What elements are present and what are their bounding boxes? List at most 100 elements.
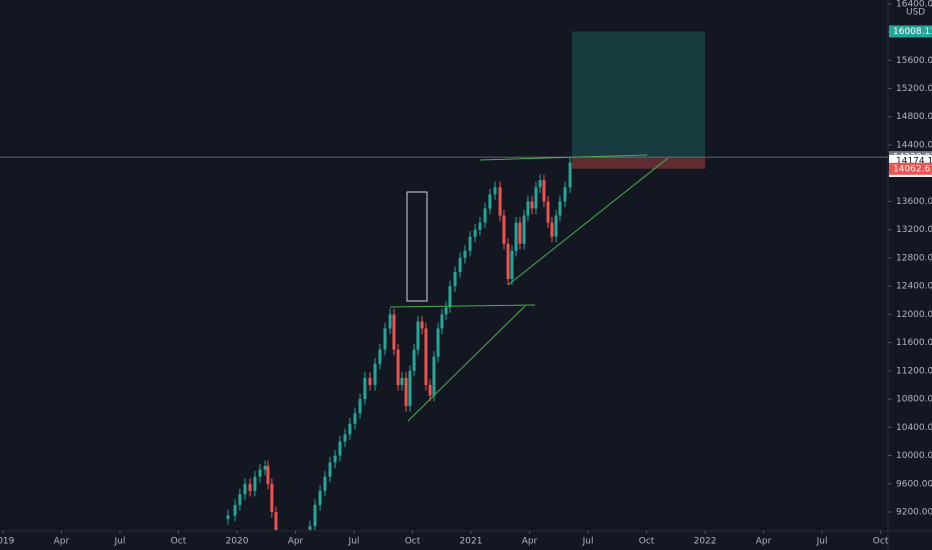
- candle-body: [323, 476, 327, 491]
- candle-body: [353, 413, 357, 424]
- candle-body: [412, 349, 416, 371]
- trend-line: [507, 157, 669, 286]
- candle-body: [563, 187, 567, 202]
- currency-label: USD: [906, 8, 925, 18]
- y-tick-label: 13200.00: [896, 225, 932, 235]
- candle-body: [420, 321, 424, 329]
- candle-body: [514, 222, 518, 251]
- candle-body: [534, 187, 538, 209]
- x-tick-label: 2020: [226, 537, 249, 547]
- drawings: [389, 154, 669, 422]
- candle-body: [270, 483, 274, 513]
- x-tick-label: Jul: [582, 537, 594, 547]
- candle-body: [243, 483, 247, 495]
- candle-body: [363, 377, 367, 400]
- candle-body: [432, 356, 436, 396]
- candle-body: [416, 321, 420, 350]
- candle-body: [368, 377, 372, 385]
- position-tool: [0, 31, 888, 169]
- candle-body: [373, 363, 377, 385]
- candle-body: [478, 222, 482, 230]
- candle-body: [396, 349, 400, 385]
- y-tick-label: 10800.00: [896, 395, 932, 405]
- candle-body: [328, 462, 332, 477]
- candle-body: [546, 201, 550, 223]
- y-tick-label: 9600.00: [896, 479, 932, 489]
- stop-label: 14062.67: [893, 164, 932, 174]
- x-tick-label: 2019: [0, 537, 15, 547]
- candle-body: [458, 257, 462, 273]
- candle-body: [518, 222, 522, 244]
- x-tick-label: Jul: [348, 537, 360, 547]
- candle-body: [348, 423, 352, 435]
- y-tick-label: 13600.00: [896, 197, 932, 207]
- x-tick-label: Oct: [171, 537, 187, 547]
- candle-body: [550, 222, 554, 237]
- candle-body: [488, 194, 492, 209]
- x-tick-label: Jul: [114, 537, 126, 547]
- y-tick-label: 12000.00: [896, 310, 932, 320]
- candle-body: [226, 515, 230, 520]
- stop-label-bg: [889, 162, 932, 175]
- candle-body: [483, 208, 487, 223]
- trend-line: [407, 305, 526, 422]
- candle-body: [506, 243, 510, 280]
- y-tick-label: 12400.00: [896, 282, 932, 292]
- candle-body: [378, 349, 382, 364]
- candle-body: [266, 466, 270, 484]
- candle-body: [468, 236, 472, 251]
- candle-body: [502, 215, 506, 244]
- candle-body: [253, 476, 257, 491]
- candle-body: [510, 250, 514, 280]
- candle-body: [358, 399, 362, 414]
- x-tick-label: Oct: [405, 537, 421, 547]
- candle-body: [392, 314, 396, 350]
- y-tick-label: 10000.00: [896, 451, 932, 461]
- candle-body: [530, 201, 534, 209]
- candle-body: [343, 434, 347, 442]
- candle-body: [333, 455, 337, 463]
- candle-body: [248, 483, 252, 491]
- y-tick-label: 12800.00: [896, 253, 932, 263]
- candle-body: [408, 370, 412, 407]
- candle-body: [388, 314, 392, 329]
- candle-body: [238, 494, 242, 505]
- candle-body: [436, 328, 440, 357]
- loss-zone: [572, 157, 705, 169]
- candle-body: [263, 466, 267, 470]
- candle-body: [498, 187, 502, 216]
- candle-body: [473, 229, 477, 237]
- x-tick-label: Apr: [288, 537, 304, 547]
- target-label: 16008.11: [893, 27, 932, 37]
- x-tick-label: Jul: [816, 537, 828, 547]
- candles: [226, 156, 572, 530]
- x-tick-label: Apr: [522, 537, 538, 547]
- candle-body: [526, 201, 530, 216]
- x-tick-label: Apr: [54, 537, 70, 547]
- candle-body: [542, 180, 546, 202]
- x-tick-label: Oct: [639, 537, 655, 547]
- candle-body: [274, 512, 278, 530]
- candle-body: [428, 384, 432, 396]
- candle-body: [424, 328, 428, 385]
- candle-body: [313, 504, 317, 527]
- candle-body: [440, 314, 444, 329]
- candle-body: [568, 162, 572, 188]
- y-tick-label: 14800.00: [896, 112, 932, 122]
- y-tick-label: 9200.00: [896, 508, 932, 518]
- candle-body: [404, 377, 408, 407]
- candle-body: [493, 187, 497, 195]
- y-tick-label: 11600.00: [896, 338, 932, 348]
- target-label-bg: [889, 25, 932, 38]
- candle-body: [318, 490, 322, 505]
- y-tick-label: 14400.00: [896, 140, 932, 150]
- y-tick-label: 16400.00: [896, 0, 932, 9]
- candle-body: [554, 215, 558, 237]
- y-tick-label: 15600.00: [896, 56, 932, 66]
- candle-body: [522, 215, 526, 244]
- candle-body: [233, 504, 237, 516]
- candle-body: [400, 377, 404, 385]
